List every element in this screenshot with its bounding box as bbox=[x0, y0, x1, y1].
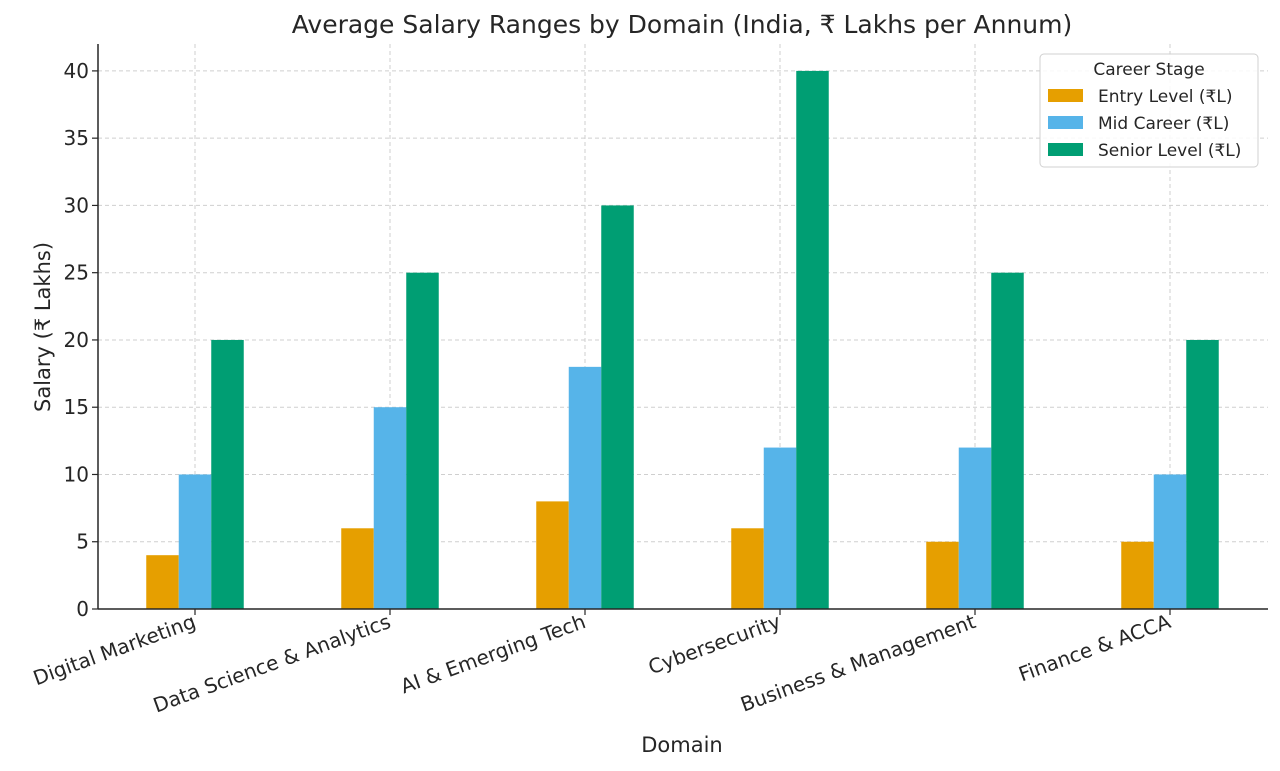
bar-entry-5 bbox=[1121, 541, 1154, 609]
bar-senior-1 bbox=[406, 272, 439, 609]
bar-mid-1 bbox=[373, 407, 407, 609]
bars bbox=[146, 70, 1219, 609]
y-axis-label: Salary (₹ Lakhs) bbox=[31, 242, 55, 412]
y-tick-label: 0 bbox=[76, 597, 89, 621]
bar-senior-3 bbox=[796, 70, 829, 609]
bar-mid-4 bbox=[958, 447, 992, 609]
bar-entry-4 bbox=[926, 541, 959, 609]
y-tick-label: 15 bbox=[64, 395, 89, 419]
legend-swatch bbox=[1048, 143, 1083, 156]
bar-senior-4 bbox=[991, 272, 1024, 609]
bar-mid-0 bbox=[178, 474, 212, 609]
x-tick-label: Cybersecurity bbox=[645, 609, 784, 679]
legend-label: Senior Level (₹L) bbox=[1098, 141, 1241, 161]
bar-senior-0 bbox=[211, 339, 244, 609]
bar-mid-5 bbox=[1153, 474, 1187, 609]
legend-title: Career Stage bbox=[1093, 60, 1204, 80]
y-tick-label: 35 bbox=[64, 126, 89, 150]
bar-mid-3 bbox=[763, 447, 797, 609]
x-tick-label: Digital Marketing bbox=[30, 609, 199, 690]
bar-senior-5 bbox=[1186, 339, 1219, 609]
legend-swatch bbox=[1048, 89, 1083, 102]
y-tick-label: 40 bbox=[64, 59, 89, 83]
legend-label: Entry Level (₹L) bbox=[1098, 87, 1232, 107]
legend-label: Mid Career (₹L) bbox=[1098, 114, 1229, 134]
bar-entry-1 bbox=[341, 528, 374, 609]
legend-swatch bbox=[1048, 116, 1083, 129]
bar-entry-0 bbox=[146, 555, 179, 609]
bar-mid-2 bbox=[568, 366, 602, 609]
y-tick-label: 5 bbox=[76, 530, 89, 554]
legend-frame bbox=[1039, 53, 1259, 168]
x-tick-label: AI & Emerging Tech bbox=[397, 609, 588, 698]
y-tick-labels: 0 5 10 15 20 25 30 35 40 bbox=[64, 59, 98, 621]
y-tick-label: 30 bbox=[64, 193, 89, 217]
legend: Career Stage Entry Level (₹L) Mid Career … bbox=[1039, 53, 1259, 168]
y-tick-label: 20 bbox=[64, 328, 89, 352]
chart-title: Average Salary Ranges by Domain (India, … bbox=[292, 10, 1072, 39]
y-tick-label: 25 bbox=[64, 261, 89, 285]
bar-senior-2 bbox=[601, 205, 634, 609]
bar-entry-2 bbox=[536, 501, 569, 609]
x-tick-label: Finance & ACCA bbox=[1015, 609, 1174, 686]
bar-entry-3 bbox=[731, 528, 764, 609]
x-axis-label: Domain bbox=[641, 733, 723, 757]
y-tick-label: 10 bbox=[64, 462, 89, 486]
